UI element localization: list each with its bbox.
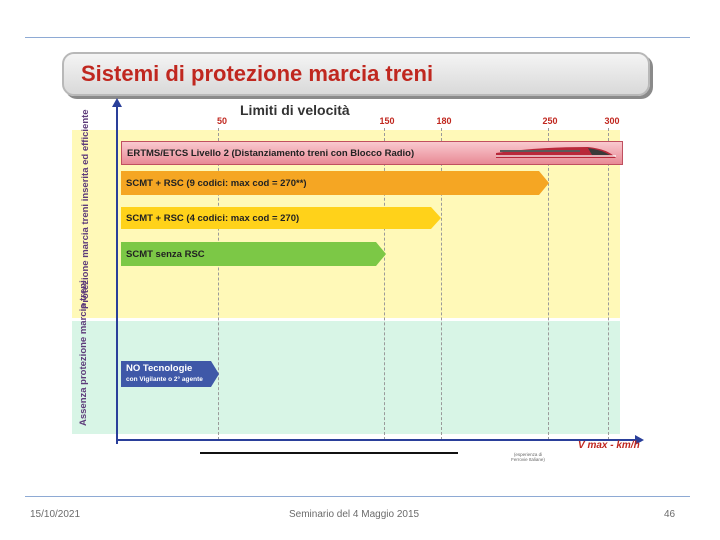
tick-label: 180	[436, 116, 452, 126]
bar-scmt-only: SCMT senza RSC	[121, 242, 386, 266]
bar-no-technology: NO Tecnologie con Vigilante o 2° agente	[121, 361, 219, 387]
top-divider	[25, 37, 690, 38]
speed-gridline	[608, 128, 609, 440]
x-axis-label: V max - km/h	[578, 440, 640, 451]
y-axis	[116, 104, 118, 444]
diagram-heading: Limiti di velocità	[240, 102, 350, 118]
bar-scmt-rsc-9-label: SCMT + RSC (9 codici: max cod = 270**)	[126, 177, 307, 189]
speed-gridline	[384, 128, 385, 440]
speed-gridline	[441, 128, 442, 440]
arrow-tip	[376, 242, 386, 266]
x-axis-arrow	[635, 435, 644, 445]
footer-center-text: Seminario del 4 Maggio 2015	[289, 509, 420, 520]
y-axis-arrow	[112, 98, 122, 107]
bar-no-technology-label: NO Tecnologie	[126, 363, 193, 374]
slide-title: Sistemi di protezione marcia treni	[81, 61, 434, 86]
slide-title-box: Sistemi di protezione marcia treni	[62, 52, 650, 96]
separator-line	[200, 452, 458, 454]
y-label-unprotected: Assenza protezione marcia treni	[78, 280, 89, 426]
arrow-tip	[431, 207, 441, 229]
bar-scmt-rsc-4-label: SCMT + RSC (4 codici: max cod = 270)	[126, 212, 300, 224]
footer-page-number: 46	[664, 509, 676, 520]
bar-scmt-only-label: SCMT senza RSC	[126, 248, 205, 260]
tick-label: 300	[604, 116, 620, 126]
speed-gridline	[218, 128, 219, 440]
arrow-tip	[539, 171, 549, 195]
footer-date: 15/10/2021	[30, 509, 81, 520]
tick-label: 150	[379, 116, 395, 126]
x-axis	[117, 439, 637, 441]
tick-label: 250	[542, 116, 558, 126]
bar-ertms-label: ERTMS/ETCS Livello 2 (Distanziamento tre…	[127, 147, 415, 159]
bottom-divider	[25, 496, 690, 497]
train-icon	[496, 147, 616, 158]
speed-gridline	[548, 128, 549, 440]
arrow-tip	[211, 361, 219, 387]
tick-label: 50	[216, 116, 228, 126]
bar-no-technology-sublabel: con Vigilante o 2° agente	[126, 376, 203, 383]
bar-scmt-rsc-9: SCMT + RSC (9 codici: max cod = 270**)	[121, 171, 549, 195]
bar-scmt-rsc-4: SCMT + RSC (4 codici: max cod = 270)	[121, 207, 441, 229]
bar-ertms: ERTMS/ETCS Livello 2 (Distanziamento tre…	[121, 141, 623, 165]
source-note: (esperienza di Ferrovie Italiane)	[511, 452, 545, 462]
